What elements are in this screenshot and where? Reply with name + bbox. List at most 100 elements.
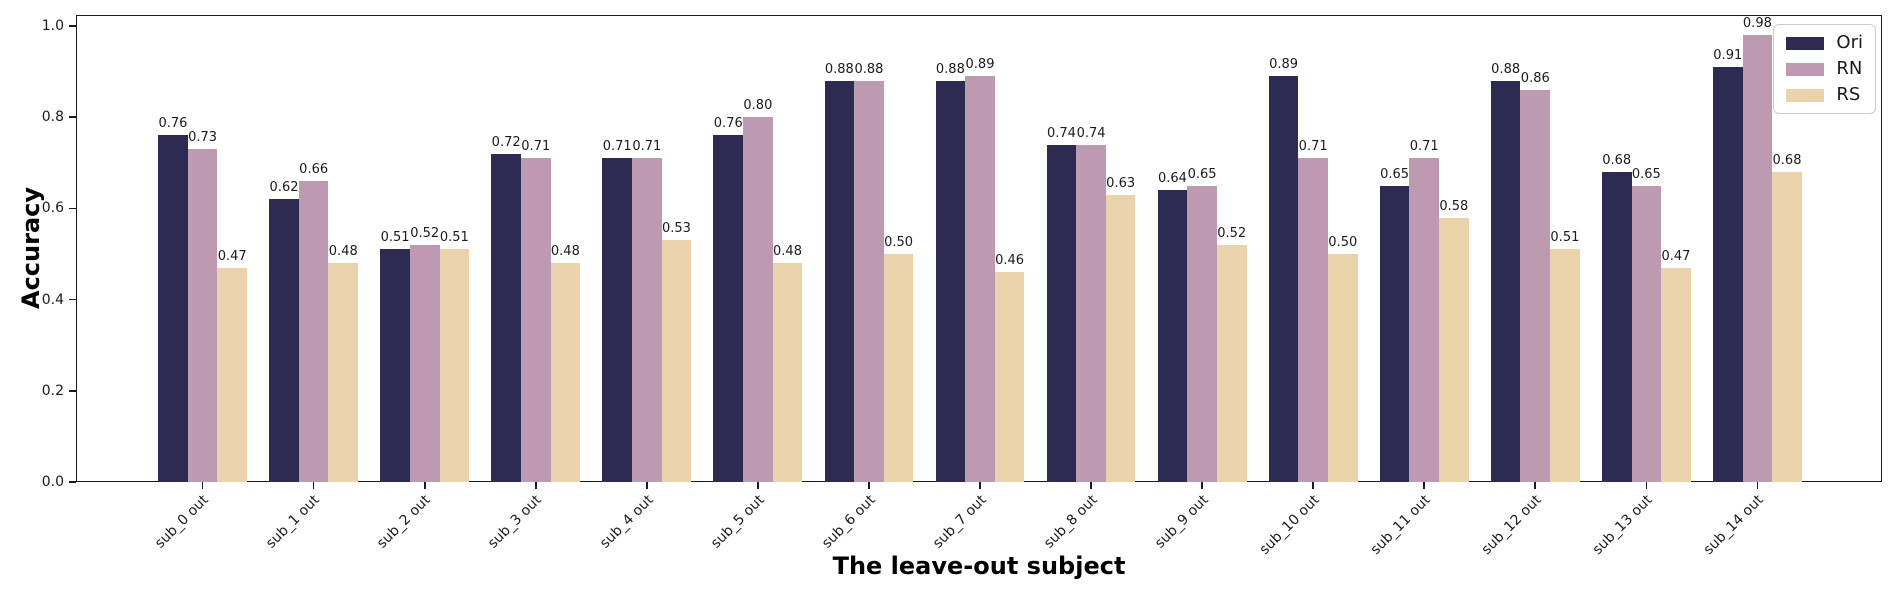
bar-ori-sub_1-out	[269, 199, 299, 482]
bar-value-label: 0.71	[521, 139, 551, 155]
x-tick-mark	[201, 482, 204, 489]
bar-ori-sub_10-out	[1268, 76, 1299, 482]
x-tick-label: sub_6 out	[818, 492, 879, 552]
bar-value-label: 0.65	[1631, 166, 1661, 182]
x-tick-mark	[757, 482, 759, 489]
bar-ori-sub_11-out	[1379, 185, 1410, 482]
bar-ori-sub_8-out	[1046, 144, 1077, 482]
bar-value-label: 0.50	[884, 235, 914, 250]
bar-rn-sub_3-out	[520, 158, 551, 482]
x-tick-mark	[868, 482, 870, 489]
bar-value-label: 0.62	[269, 180, 299, 196]
bar-value-label: 0.74	[1046, 125, 1076, 141]
bar-rs-sub_10-out	[1327, 254, 1358, 482]
bar-rn-sub_1-out	[298, 181, 329, 482]
y-tick-mark	[69, 116, 76, 118]
x-tick-label: sub_2 out	[374, 492, 435, 552]
bar-rn-sub_12-out	[1520, 89, 1551, 482]
y-tick-label: 0.8	[41, 109, 64, 126]
bar-value-label: 0.76	[713, 116, 743, 132]
x-tick-mark	[1534, 482, 1537, 489]
x-tick-label: sub_13 out	[1589, 492, 1656, 558]
bar-rs-sub_7-out	[994, 272, 1025, 482]
legend-swatch-ori	[1786, 36, 1825, 50]
bar-value-label: 0.71	[1409, 139, 1439, 155]
bar-rn-sub_5-out	[743, 117, 773, 482]
bar-rs-sub_2-out	[439, 249, 470, 482]
bar-value-label: 0.51	[380, 230, 410, 246]
y-tick-mark	[69, 298, 76, 301]
bar-value-label: 0.71	[602, 139, 632, 155]
bar-value-label: 0.74	[1076, 125, 1106, 141]
x-tick-label: sub_5 out	[707, 492, 768, 552]
legend-swatch-rn	[1786, 62, 1825, 76]
x-tick-label: sub_3 out	[485, 492, 546, 552]
bar-rs-sub_13-out	[1661, 267, 1691, 482]
bar-value-label: 0.72	[491, 134, 521, 150]
bar-rs-sub_0-out	[217, 267, 248, 482]
bar-value-label: 0.88	[935, 61, 965, 77]
x-tick-mark	[1090, 482, 1092, 489]
bar-value-label: 0.88	[854, 61, 884, 77]
x-tick-label: sub_9 out	[1151, 492, 1212, 552]
bar-rs-sub_5-out	[772, 263, 803, 482]
x-tick-mark	[646, 482, 648, 489]
bar-value-label: 0.48	[550, 244, 580, 260]
bar-value-label: 0.58	[1439, 198, 1469, 214]
bar-rs-sub_1-out	[328, 263, 359, 482]
bar-value-label: 0.64	[1158, 171, 1187, 187]
legend-label: Ori	[1836, 32, 1863, 53]
bar-ori-sub_6-out	[824, 80, 855, 482]
bar-rn-sub_10-out	[1298, 158, 1328, 482]
legend-item-rs: RS	[1786, 86, 1863, 104]
bar-value-label: 0.91	[1713, 48, 1743, 64]
x-tick-label: sub_4 out	[596, 492, 657, 552]
x-tick-label: sub_7 out	[929, 492, 990, 552]
y-tick-label: 0.2	[41, 382, 64, 399]
bar-value-label: 0.47	[217, 248, 247, 264]
x-tick-mark	[1756, 482, 1759, 489]
x-tick-mark	[312, 482, 315, 489]
bar-value-label: 0.68	[1602, 152, 1632, 168]
x-tick-mark	[979, 482, 981, 489]
bar-value-label: 0.65	[1187, 166, 1217, 182]
bar-rn-sub_9-out	[1187, 185, 1217, 482]
y-tick-label: 1.0	[41, 18, 64, 34]
bar-value-label: 0.52	[410, 225, 440, 241]
bar-rs-sub_8-out	[1105, 194, 1136, 482]
bar-value-label: 0.51	[1550, 230, 1580, 246]
bar-rs-sub_4-out	[661, 240, 692, 482]
bar-value-label: 0.65	[1380, 166, 1410, 182]
y-tick-label: 0.0	[41, 474, 64, 490]
x-tick-label: sub_10 out	[1256, 492, 1323, 558]
bar-rs-sub_9-out	[1216, 244, 1247, 482]
bar-ori-sub_3-out	[491, 153, 521, 482]
x-tick-label: sub_0 out	[152, 492, 212, 552]
bar-ori-sub_5-out	[713, 135, 744, 482]
bar-rn-sub_7-out	[965, 76, 995, 482]
bar-rn-sub_13-out	[1631, 185, 1662, 482]
bar-ori-sub_13-out	[1601, 171, 1632, 482]
y-tick-mark	[69, 25, 76, 27]
bar-rn-sub_2-out	[409, 244, 440, 482]
bar-value-label: 0.71	[632, 139, 662, 155]
legend: Ori RN RS	[1773, 24, 1876, 114]
x-tick-label: sub_14 out	[1700, 492, 1767, 558]
bar-rs-sub_11-out	[1439, 217, 1469, 482]
x-tick-mark	[534, 482, 537, 489]
legend-item-rn: RN	[1786, 60, 1863, 78]
bar-rn-sub_4-out	[632, 158, 662, 482]
bar-value-label: 0.66	[299, 162, 329, 178]
y-tick-mark	[69, 390, 76, 392]
y-axis-title: Accuracy	[17, 186, 45, 310]
bar-value-label: 0.63	[1106, 175, 1136, 191]
bar-value-label: 0.88	[824, 61, 854, 77]
bar-value-label: 0.89	[965, 57, 995, 73]
x-tick-label: sub_1 out	[263, 492, 323, 552]
bar-ori-sub_4-out	[602, 158, 633, 482]
bar-rn-sub_11-out	[1409, 158, 1440, 482]
bar-ori-sub_9-out	[1157, 190, 1188, 482]
x-tick-label: sub_11 out	[1367, 492, 1434, 558]
bar-value-label: 0.89	[1269, 57, 1299, 73]
